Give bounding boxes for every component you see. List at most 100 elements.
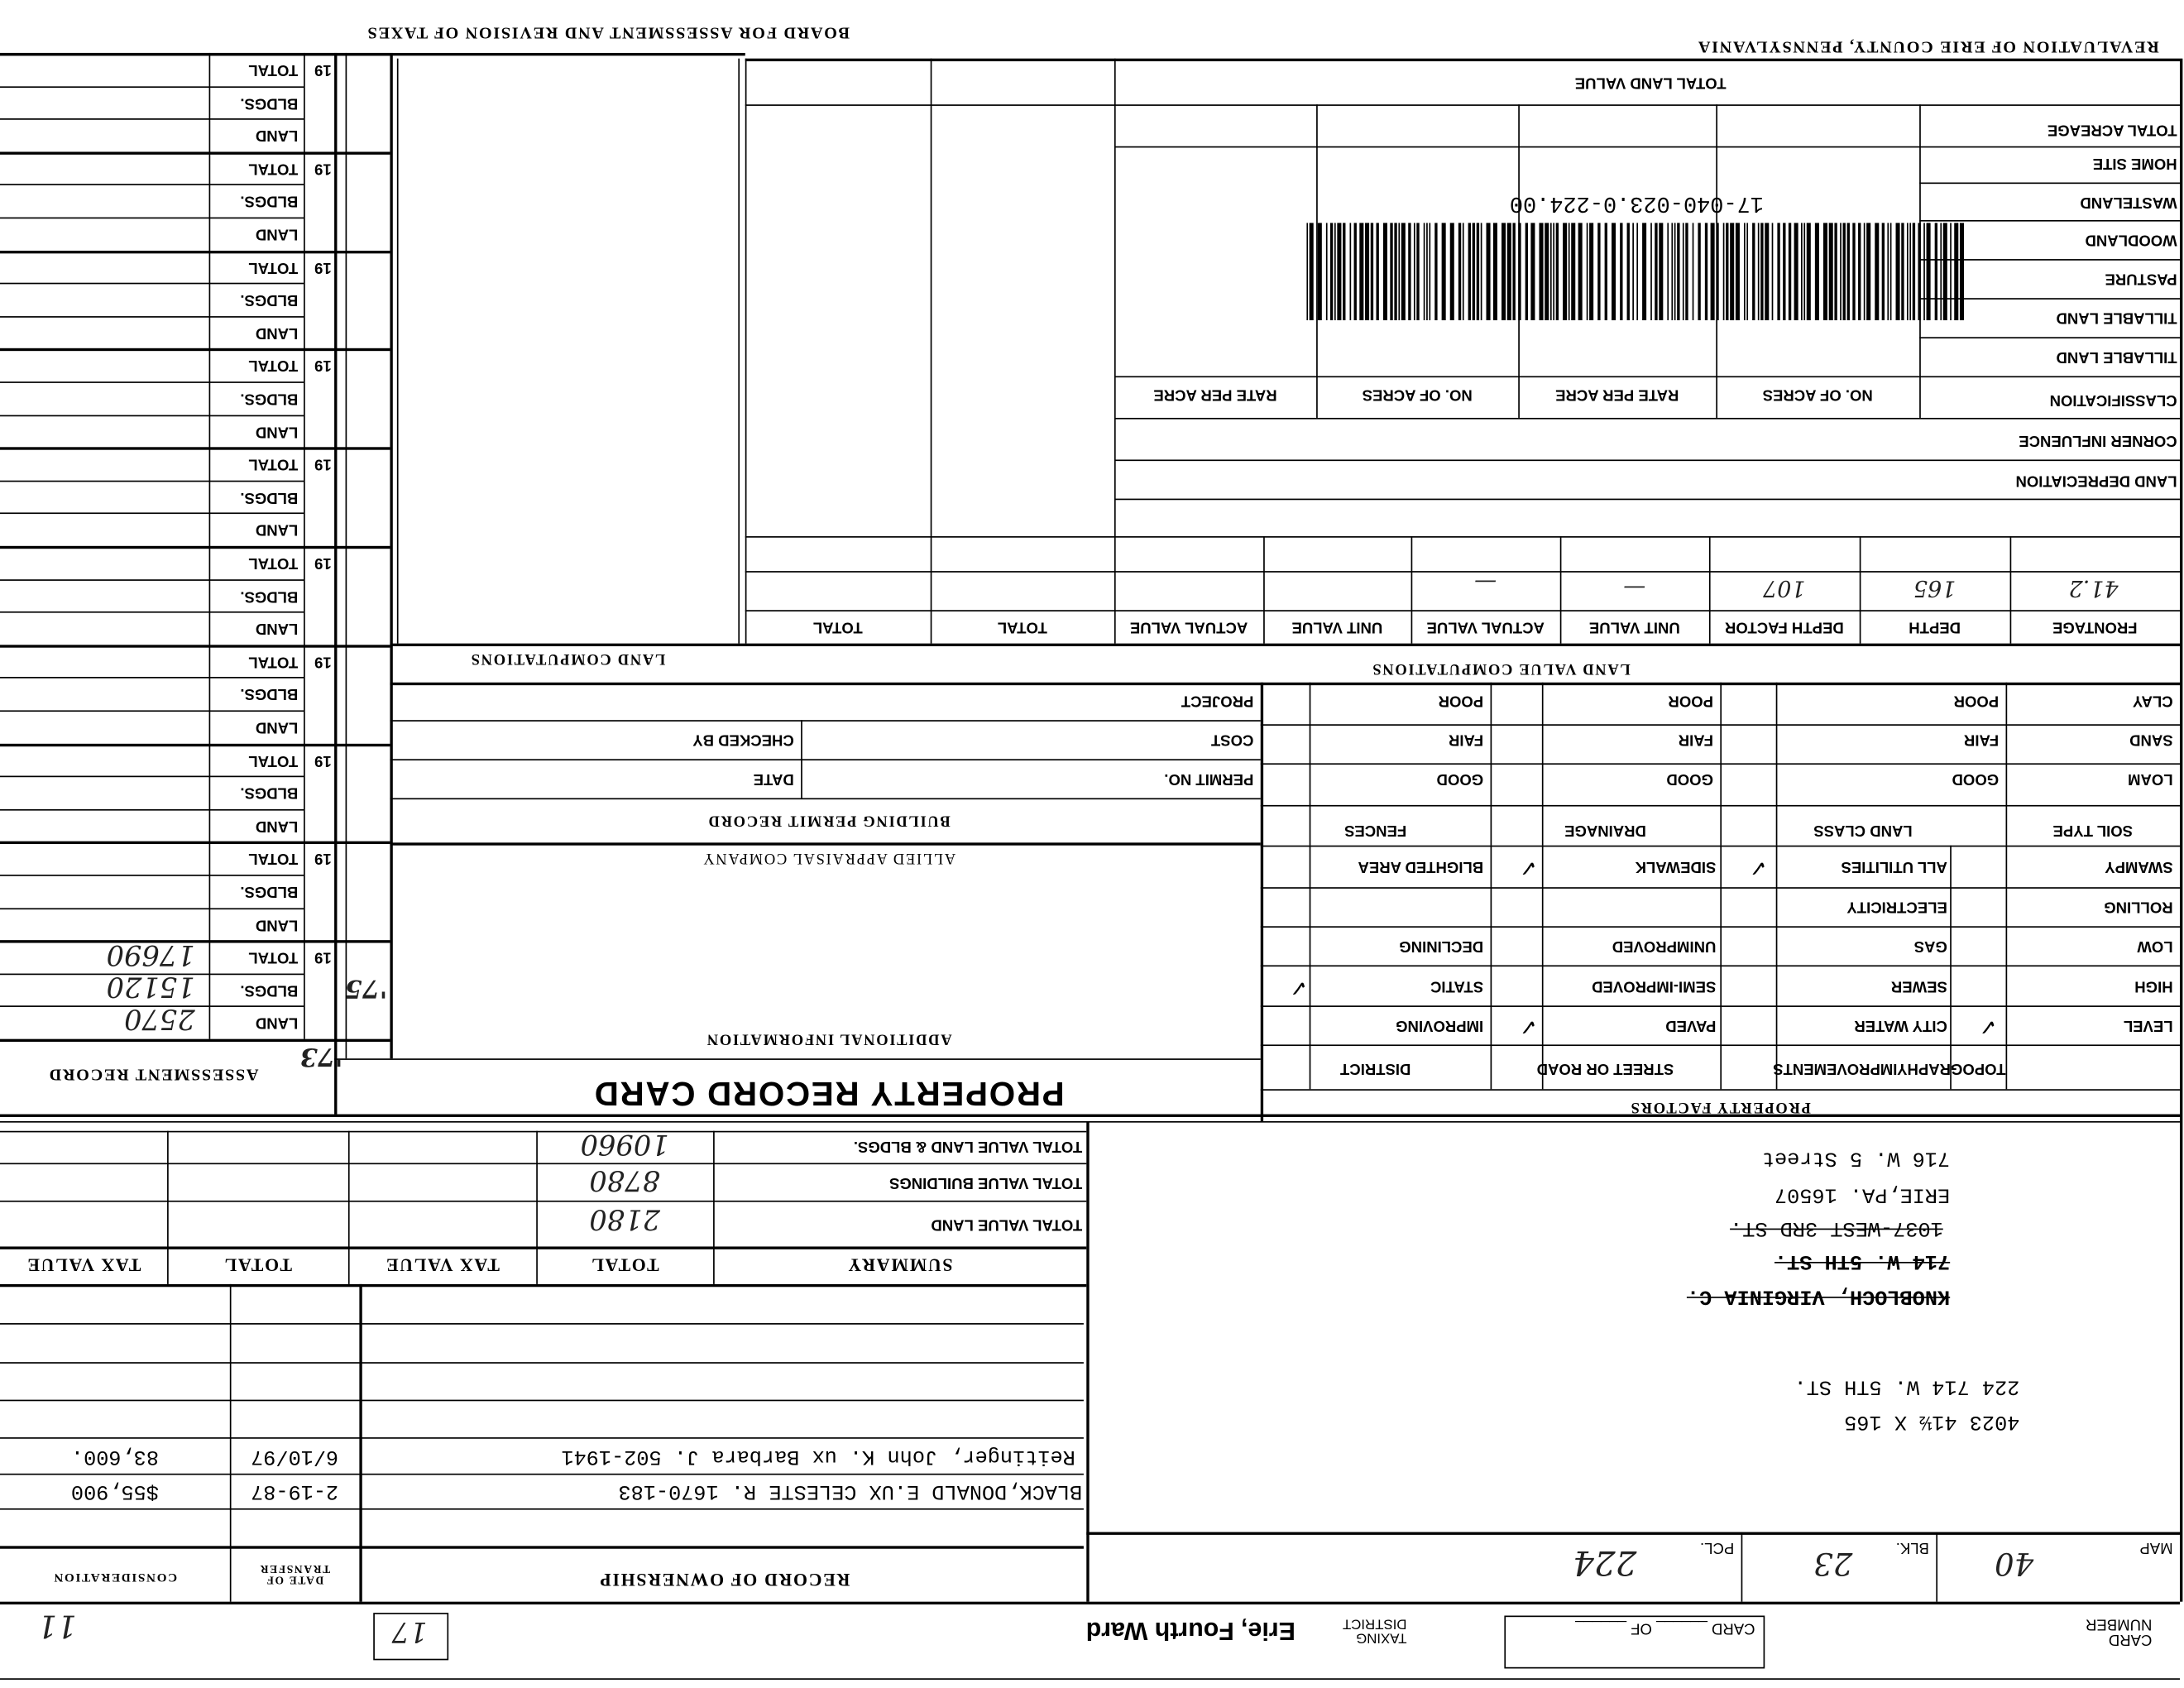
rule-line: [0, 1120, 2180, 1123]
checked-by-label: CHECKED BY: [692, 731, 794, 748]
rule-line: [0, 348, 390, 352]
barcode-bar: [1659, 223, 1664, 321]
rule-line: [0, 52, 390, 56]
assessment-row-label: BLDGS.: [240, 488, 299, 506]
barcode-bar: [1909, 223, 1912, 321]
barcode-bar: [1337, 223, 1342, 321]
assessment-row-label: LAND: [255, 423, 299, 440]
parcel-line: 224 714 W. 5TH ST.: [1794, 1374, 2020, 1398]
barcode-bar: [1671, 223, 1674, 321]
ward-number: 17: [391, 1615, 428, 1649]
assessment-row-label: BLDGS.: [240, 883, 299, 900]
summary-header: SUMMARY: [846, 1254, 953, 1276]
permit-no-label: PERMIT NO.: [1164, 770, 1254, 788]
rule-line: [0, 973, 304, 976]
rule-line: [390, 720, 1261, 722]
rule-line: [0, 282, 304, 285]
rule-line: [229, 1283, 232, 1602]
rule-line: [2005, 682, 2008, 846]
year-prefix: 19: [314, 653, 332, 670]
rule-line: [1541, 845, 1544, 1090]
barcode-bar: [1626, 223, 1630, 321]
barcode-bar: [1512, 223, 1516, 321]
land-row-label: LAND DEPRECIATION: [2015, 472, 2177, 489]
land-value-column-header: UNIT VALUE: [1291, 618, 1383, 635]
rule-line: [0, 875, 304, 876]
soil-grade-label: POOR: [1668, 692, 1713, 709]
rule-line: [1086, 1532, 2180, 1535]
barcode-bar: [1901, 223, 1904, 321]
rule-line: [0, 1283, 1087, 1288]
land-value-column-header: UNIT VALUE: [1588, 618, 1680, 635]
stamp-year: '73: [299, 1042, 343, 1072]
soil-grade-label: FAIR: [1448, 731, 1484, 748]
barcode-bar: [1349, 223, 1352, 321]
barcode-bar: [1760, 223, 1764, 321]
assessment-row-label: TOTAL: [248, 849, 299, 866]
soil-column-header: LAND CLASS: [1813, 822, 1913, 839]
barcode-bar: [1918, 223, 1921, 321]
assessment-row-label: TOTAL: [248, 554, 299, 572]
rule-line: [745, 610, 2180, 611]
property-factor-header: IMPROVEMENTS: [1773, 1059, 1898, 1077]
street-label: UNIMPROVED: [1612, 937, 1717, 954]
barcode-bar: [1842, 223, 1846, 321]
barcode-bar: [1472, 223, 1476, 321]
address-line: ERIE,PA. 16507: [1774, 1182, 1951, 1206]
summary-total-header: TOTAL: [590, 1254, 659, 1276]
year-prefix: 19: [314, 356, 332, 374]
rule-line: [0, 316, 304, 318]
barcode-bar: [1881, 223, 1885, 321]
rule-line: [345, 52, 347, 1059]
rule-line: [745, 58, 2180, 62]
soil-grade-label: FAIR: [1963, 731, 2000, 748]
land-value-column-header: DEPTH: [1909, 618, 1961, 635]
barcode-bar: [1954, 223, 1959, 321]
rule-line: [745, 571, 2180, 573]
year-prefix: 19: [314, 259, 332, 276]
additional-information-title: ADDITIONAL INFORMATION: [706, 1030, 952, 1048]
barcode-bar: [1887, 223, 1889, 321]
barcode-bar: [1401, 223, 1406, 321]
soil-grade-label: POOR: [1438, 692, 1484, 709]
struck-owner-name: KNOBLOCH, VIRGINIA C.: [1686, 1283, 1951, 1308]
barcode-bar: [1895, 223, 1900, 321]
property-factor-header: TOPOGRAPHY: [1897, 1059, 2006, 1077]
rule-line: [1410, 536, 1413, 644]
rule-line: [1950, 845, 1952, 1090]
acre-header: RATE PER ACRE: [1153, 386, 1277, 403]
barcode-bar: [1462, 223, 1464, 321]
barcode-bar: [1846, 223, 1850, 321]
rule-line: [0, 480, 304, 482]
soil-column-header: FENCES: [1344, 822, 1407, 839]
assessment-row-label: LAND: [255, 818, 299, 835]
barcode-bar: [1926, 223, 1931, 321]
rule-line: [1490, 845, 1492, 1090]
land-row-label: HOME SITE: [2092, 154, 2177, 172]
land-value-column-header: DEPTH FACTOR: [1724, 618, 1844, 635]
rule-line: [1260, 682, 1264, 1121]
district-label: BLIGHTED AREA: [1358, 857, 1484, 875]
rule-line: [0, 512, 304, 515]
rule-line: [738, 58, 740, 644]
rule-line: [0, 1130, 1087, 1133]
rule-line: [0, 1200, 1087, 1202]
barcode-bar: [1589, 223, 1594, 321]
assessment-row-label: BLDGS.: [240, 290, 299, 308]
district-label: IMPROVING: [1396, 1016, 1484, 1033]
rule-line: [0, 217, 304, 219]
barcode-bar: [1717, 223, 1719, 321]
barcode-bar: [1642, 223, 1647, 321]
check-mark-icon: ✓: [1289, 975, 1308, 999]
land-row-label: WOODLAND: [2085, 231, 2177, 248]
rule-line: [0, 611, 304, 613]
barcode-bar: [1604, 223, 1607, 321]
improvement-label: GAS: [1913, 937, 1947, 954]
barcode-bar: [1858, 223, 1861, 321]
soil-grade-label: GOOD: [1436, 770, 1484, 788]
assessment-row-label: BLDGS.: [240, 784, 299, 801]
barcode-bar: [1458, 223, 1462, 321]
rule-line: [0, 1678, 2180, 1680]
rule-line: [1114, 498, 2180, 501]
barcode-bar: [1692, 223, 1694, 321]
